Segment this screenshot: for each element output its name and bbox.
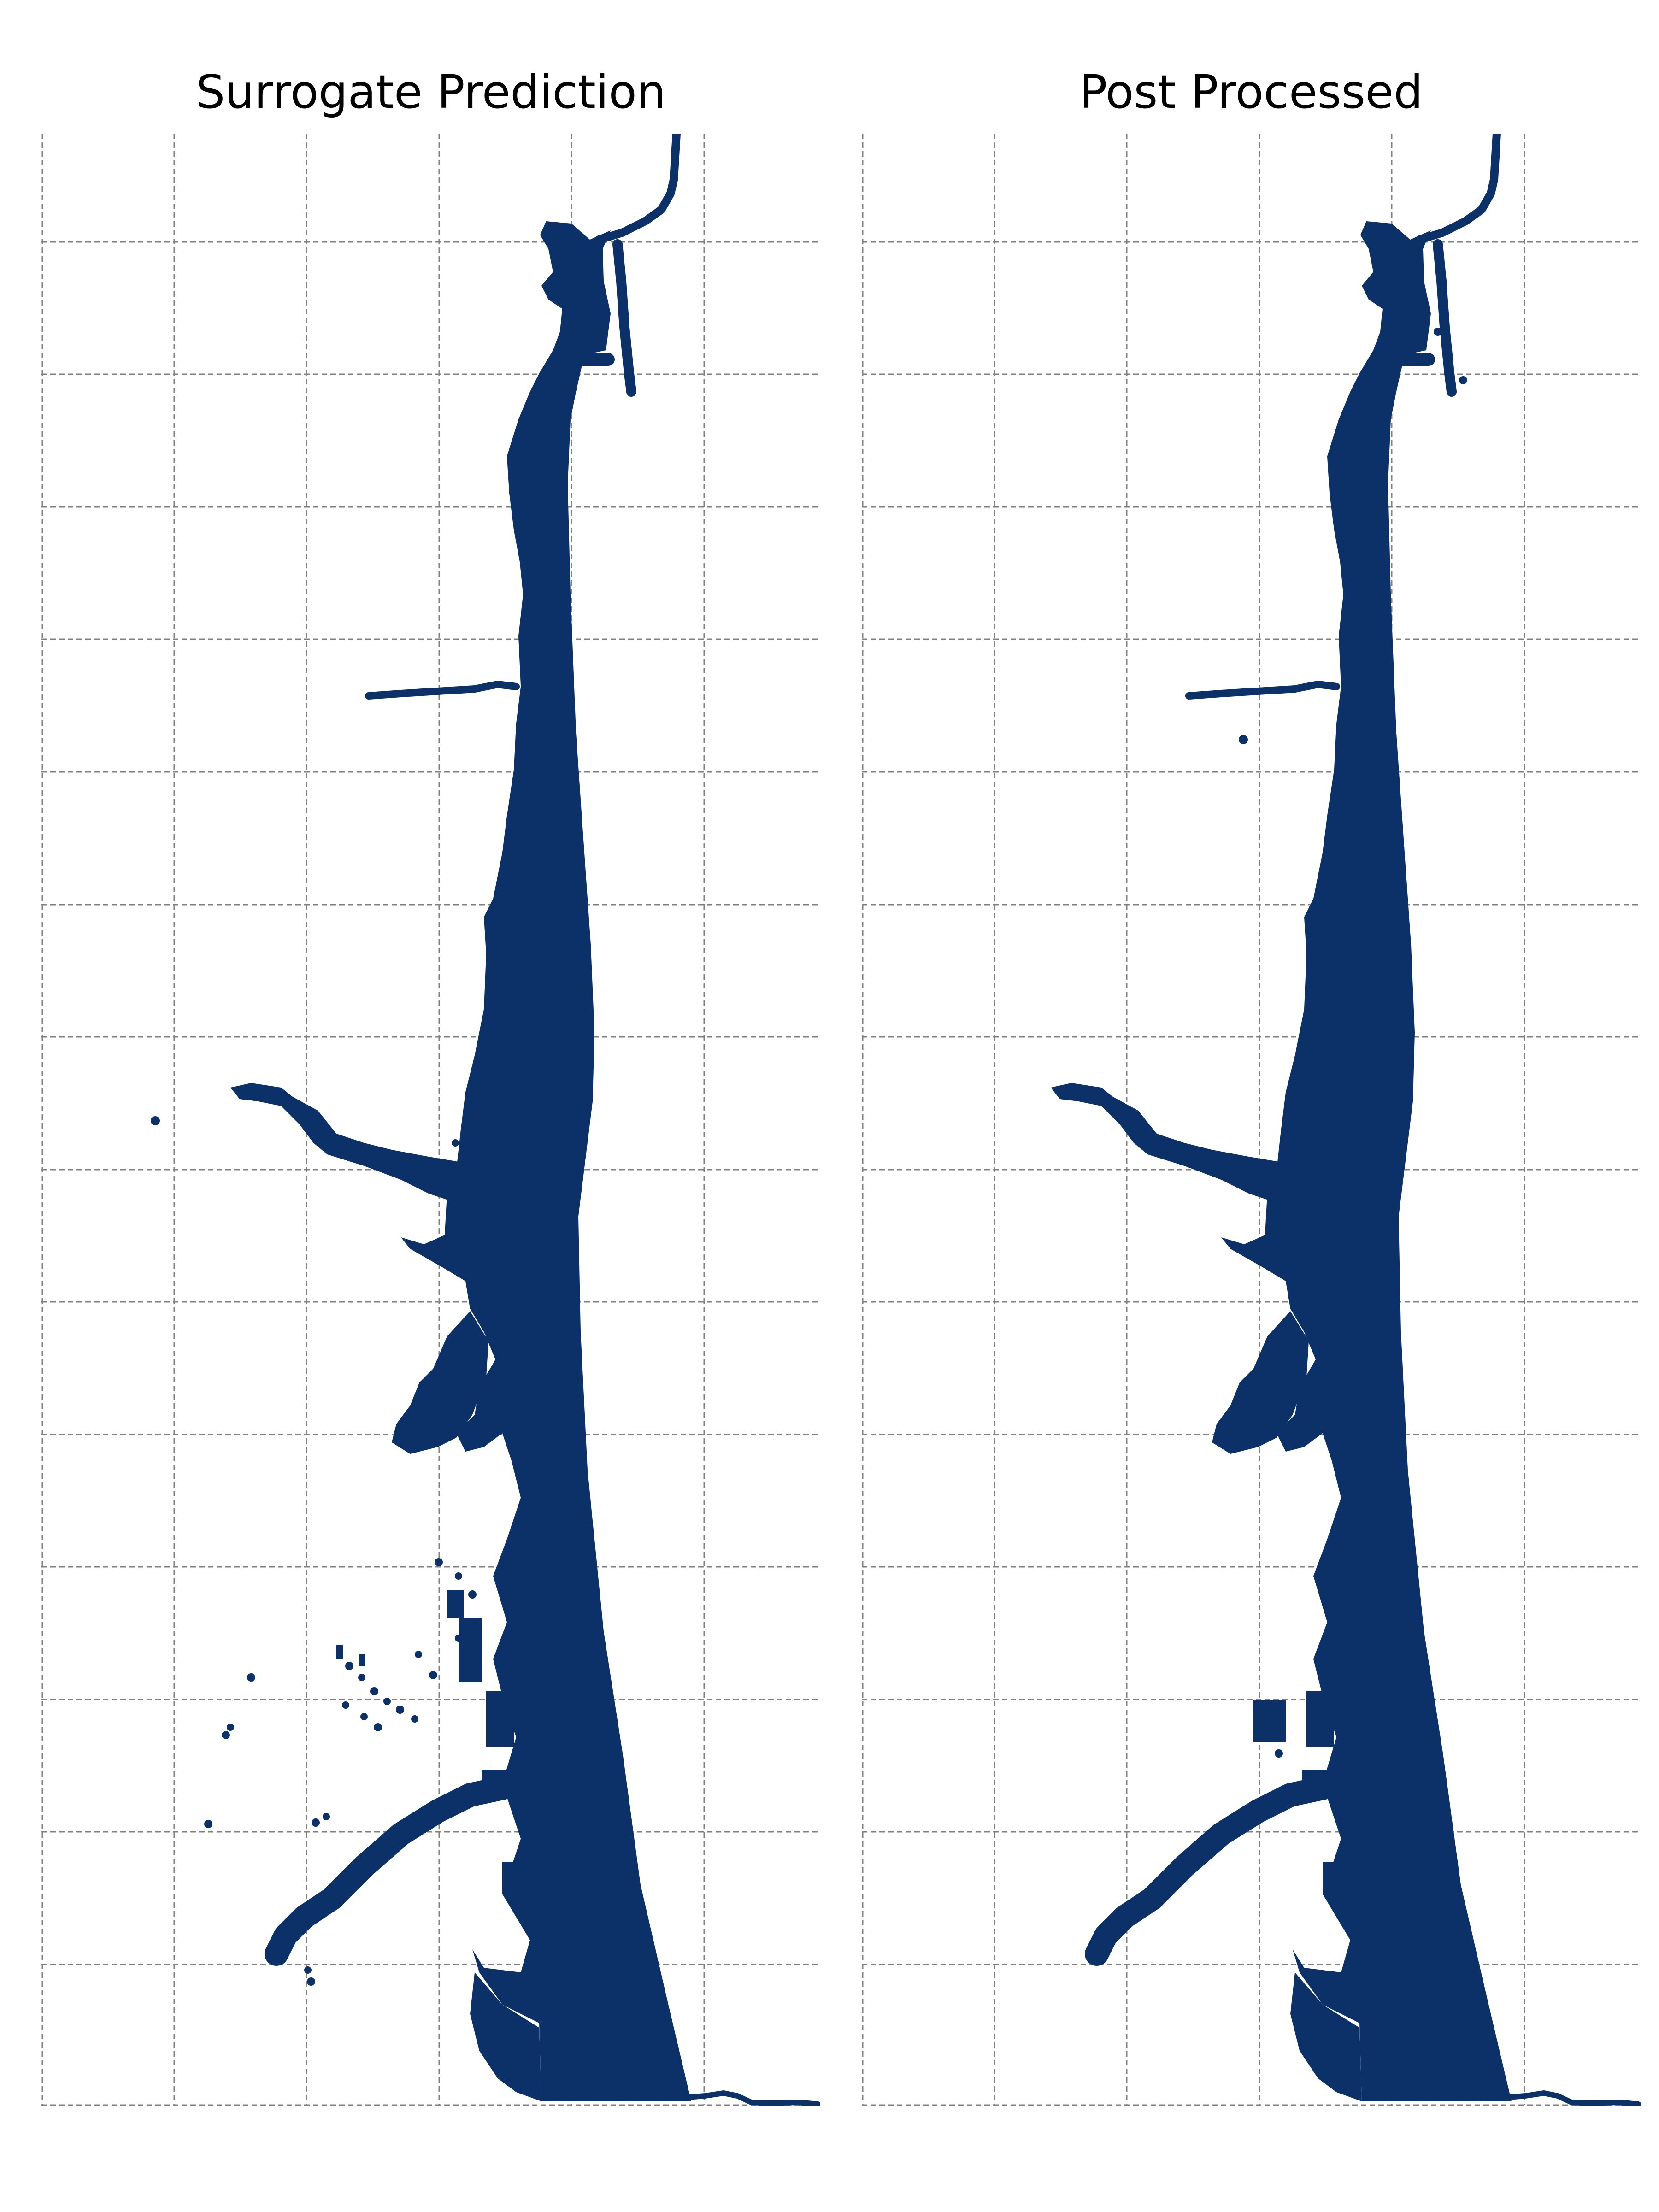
north-inlet-channel xyxy=(1394,321,1435,366)
retained-cell-cluster xyxy=(1323,1862,1355,1894)
retained-cell-cluster xyxy=(1359,1931,1382,1959)
isolated-cell xyxy=(304,1966,312,1974)
isolated-cell-cluster xyxy=(502,1862,535,1894)
isolated-cell xyxy=(247,1673,255,1682)
isolated-cell xyxy=(204,1820,212,1828)
isolated-cell xyxy=(452,1139,459,1147)
north-inlet-channel xyxy=(1433,239,1457,397)
isolated-cell xyxy=(151,1116,160,1125)
retained-cell-cluster xyxy=(1403,1954,1429,1995)
isolated-cell-cluster xyxy=(359,1654,365,1666)
isolated-cell-cluster xyxy=(482,1770,518,1797)
isolated-cell xyxy=(415,1651,422,1658)
isolated-cell-cluster xyxy=(486,1691,514,1747)
isolated-cell xyxy=(383,1698,391,1705)
isolated-cell xyxy=(312,1818,320,1827)
south-coast-channel xyxy=(679,2090,820,2106)
coastal-flood-body xyxy=(401,221,691,2101)
isolated-cell xyxy=(307,1977,315,1986)
south-pocket xyxy=(470,1972,541,2101)
retained-cell xyxy=(1434,328,1442,336)
isolated-cell xyxy=(227,1724,234,1731)
isolated-cell-cluster xyxy=(539,1931,562,1959)
retained-cell xyxy=(1275,1749,1283,1758)
retained-cell-cluster xyxy=(1392,1903,1410,1949)
isolated-cell xyxy=(370,1687,378,1695)
isolated-cell xyxy=(424,1165,433,1174)
isolated-cell xyxy=(360,1713,368,1720)
west-estuary-lobe xyxy=(392,1311,488,1454)
southern-spit xyxy=(265,1776,514,1966)
panel-title-surrogate-prediction: Surrogate Prediction xyxy=(195,65,666,119)
south-pocket xyxy=(1290,1972,1362,2101)
retained-flood-cells xyxy=(1239,328,1467,1995)
scattered-flood-cells xyxy=(151,1116,608,1995)
isolated-cell-cluster xyxy=(447,1590,464,1618)
isolated-cell xyxy=(396,1706,404,1714)
west-estuary-lobe xyxy=(1212,1311,1309,1454)
west-spur-channel xyxy=(1185,681,1340,700)
west-spur-channel xyxy=(365,681,520,700)
retained-cell-cluster xyxy=(1369,1811,1396,1848)
retained-cell-cluster xyxy=(1306,1691,1334,1747)
isolated-cell xyxy=(358,1674,365,1681)
north-inlet-channel xyxy=(595,134,681,244)
retained-cell xyxy=(1459,376,1467,384)
post-processed-map xyxy=(862,134,1641,2106)
southern-spit xyxy=(1085,1776,1335,1966)
isolated-cell xyxy=(435,1558,443,1566)
flood-extent xyxy=(1051,134,1641,2106)
isolated-cell-cluster xyxy=(583,1954,608,1995)
surrogate-prediction-map xyxy=(41,134,820,2106)
isolated-cell-cluster xyxy=(459,1618,482,1682)
bay-channel xyxy=(230,1083,488,1207)
isolated-cell-cluster xyxy=(336,1645,343,1659)
isolated-cell xyxy=(374,1723,382,1731)
isolated-cell xyxy=(342,1701,349,1709)
isolated-cell-cluster xyxy=(548,1811,576,1848)
isolated-cell xyxy=(323,1813,330,1820)
isolated-cell xyxy=(345,1662,353,1670)
north-inlet-channel xyxy=(612,239,636,397)
north-inlet-channel xyxy=(1415,134,1501,244)
isolated-cell xyxy=(468,1590,477,1599)
retained-cell-cluster xyxy=(1253,1700,1286,1742)
south-coast-channel xyxy=(1500,2090,1641,2106)
flood-extent xyxy=(230,134,820,2106)
panel-title-post-processed: Post Processed xyxy=(1079,65,1423,119)
isolated-cell xyxy=(455,1572,462,1580)
isolated-cell-cluster xyxy=(571,1903,590,1949)
isolated-cell xyxy=(222,1731,230,1739)
isolated-cell xyxy=(290,1931,298,1940)
isolated-cell xyxy=(411,1715,418,1723)
retained-cell xyxy=(1239,735,1248,744)
bay-channel xyxy=(1051,1083,1309,1207)
isolated-cell xyxy=(429,1671,437,1679)
coastal-flood-body xyxy=(1221,221,1512,2101)
retained-cell-cluster xyxy=(1302,1770,1339,1797)
north-inlet-channel xyxy=(574,321,615,366)
